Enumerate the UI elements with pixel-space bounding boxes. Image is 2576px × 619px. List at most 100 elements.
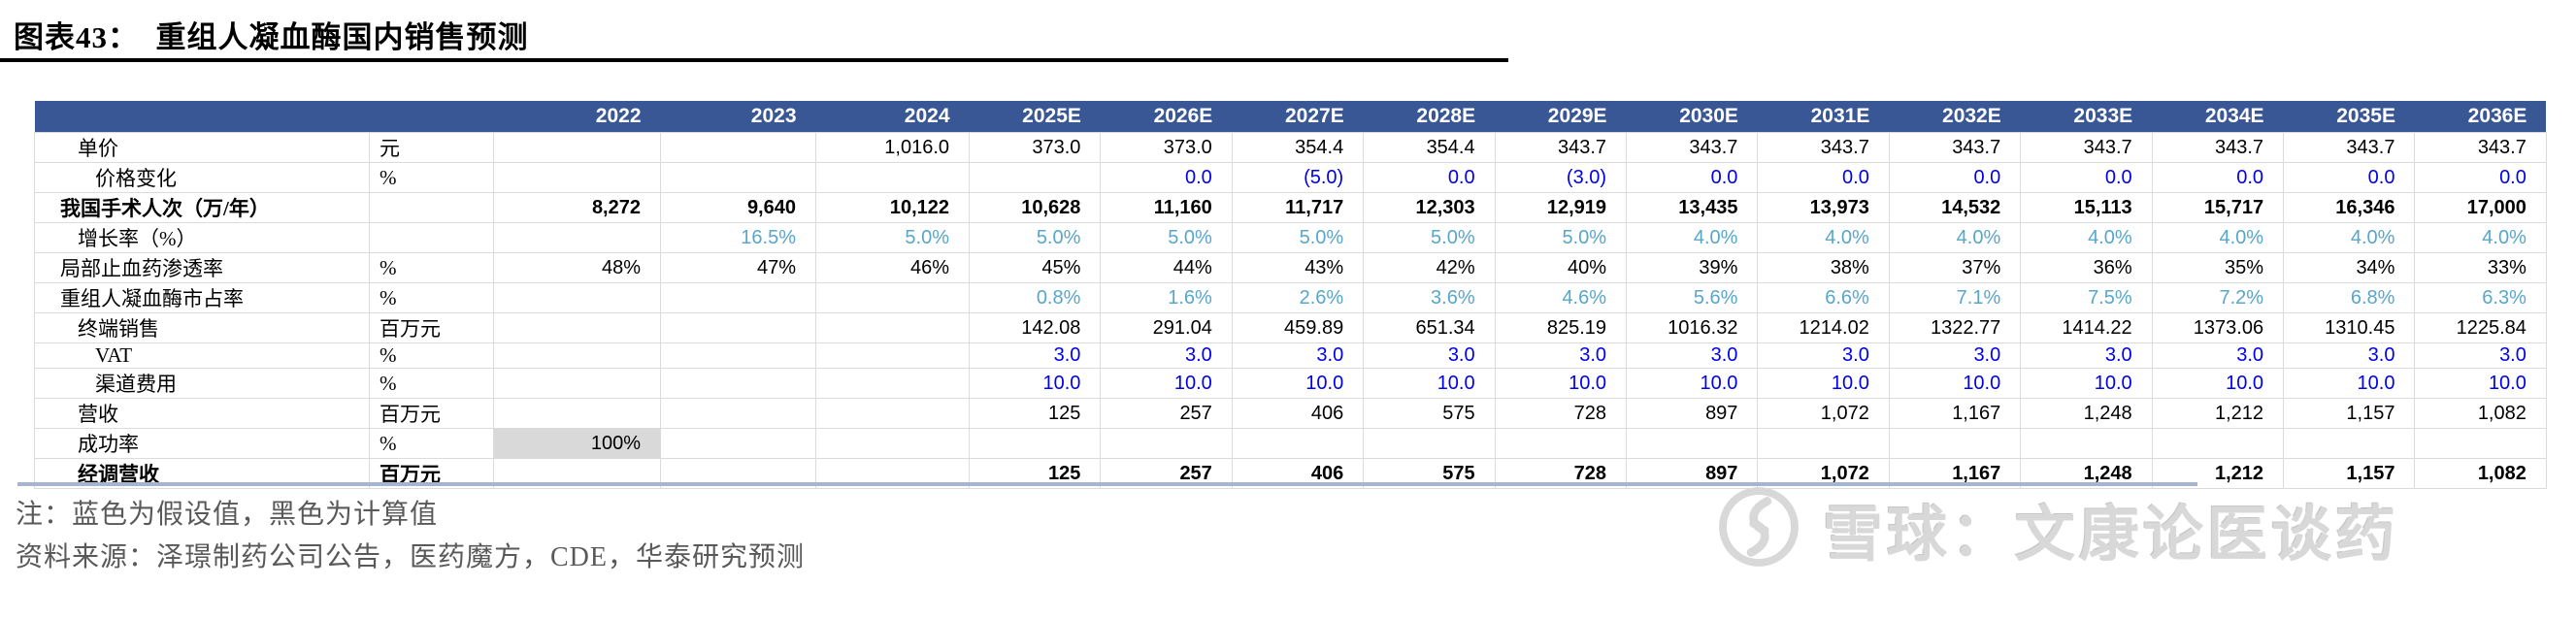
row-label: 重组人凝血酶市占率	[34, 282, 370, 313]
value-cell	[1888, 428, 2022, 459]
value-cell: 0.0	[2020, 162, 2153, 193]
value-cell: 15,113	[2020, 192, 2153, 223]
note-source: 资料来源：泽璟制药公司公告，医药魔方，CDE，华泰研究预测	[16, 542, 806, 572]
value-cell: 1225.84	[2414, 312, 2547, 343]
value-cell	[815, 342, 970, 369]
row-unit: %	[369, 428, 494, 459]
value-cell: 1,157	[2283, 458, 2416, 489]
value-cell: 4.6%	[1494, 282, 1628, 313]
row-label: 价格变化	[34, 162, 370, 193]
value-cell: 43%	[1231, 252, 1365, 283]
value-cell: 125	[968, 398, 1102, 429]
value-cell	[1231, 428, 1365, 459]
value-cell: 373.0	[1100, 132, 1233, 163]
year-column-header: 2036E	[2414, 101, 2547, 133]
value-cell	[1626, 428, 1759, 459]
value-cell: 343.7	[1757, 132, 1890, 163]
value-cell: 406	[1231, 398, 1365, 429]
value-cell: 0.0	[2414, 162, 2547, 193]
value-cell	[660, 342, 816, 369]
value-cell	[2020, 428, 2153, 459]
value-cell: 1214.02	[1757, 312, 1890, 343]
row-label: 成功率	[34, 428, 370, 459]
value-cell: 12,919	[1494, 192, 1628, 223]
value-cell: 3.0	[1888, 342, 2022, 369]
value-cell: 3.0	[2020, 342, 2153, 369]
value-cell: 10.0	[1626, 368, 1759, 399]
table-body: 单价元 1,016.0 373.0 373.0 354.4 354.4 343.7 343.7…	[34, 132, 2547, 489]
value-cell: 291.04	[1100, 312, 1233, 343]
year-column-header: 2023	[660, 101, 816, 133]
value-cell: 4.0%	[2020, 222, 2153, 253]
value-cell: 3.6%	[1363, 282, 1496, 313]
value-cell: 47%	[660, 252, 816, 283]
table-row: 渠道费用% 10.0 10.0 10.0 10.0 10.0 10.0 10.0 10.0 10.…	[34, 368, 2547, 399]
value-cell: 0.0	[2151, 162, 2285, 193]
value-cell	[815, 282, 970, 313]
row-unit: %	[369, 342, 494, 369]
value-cell: 10,122	[815, 192, 970, 223]
year-column-header: 2026E	[1100, 101, 1233, 133]
value-cell: 10.0	[2414, 368, 2547, 399]
value-cell: 1.6%	[1100, 282, 1233, 313]
value-cell	[493, 222, 661, 253]
year-column-header: 2027E	[1232, 101, 1364, 133]
row-label: VAT	[34, 342, 370, 369]
value-cell	[493, 342, 661, 369]
table-row: 我国手术人次（万/年） 8,272 9,640 10,122 10,628 11,160 1…	[34, 192, 2547, 223]
value-cell: 257	[1100, 398, 1233, 429]
table-row: 增长率（%） 16.5% 5.0% 5.0% 5.0% 5.0% 5.0% 5.0% 4.0% 4…	[34, 222, 2547, 253]
value-cell: 1,248	[2020, 398, 2153, 429]
value-cell: 373.0	[968, 132, 1102, 163]
value-cell: 1,157	[2283, 398, 2416, 429]
row-unit: %	[369, 368, 494, 399]
value-cell: 14,532	[1888, 192, 2022, 223]
table-row: 营收 百万元 125 257 406 575 728 897 1,072 1,167 1,248 1,…	[34, 398, 2547, 429]
value-cell: 6.6%	[1757, 282, 1890, 313]
value-cell: 10.0	[2151, 368, 2285, 399]
value-cell: 3.0	[2151, 342, 2285, 369]
year-column-header: 2034E	[2152, 101, 2284, 133]
value-cell: 3.0	[1626, 342, 1759, 369]
value-cell: 15,717	[2151, 192, 2285, 223]
value-cell: 0.8%	[968, 282, 1102, 313]
row-unit: %	[369, 252, 494, 283]
value-cell: 9,640	[660, 192, 816, 223]
value-cell	[493, 132, 661, 163]
value-cell: 16.5%	[660, 222, 816, 253]
value-cell: 0.0	[1757, 162, 1890, 193]
value-cell	[660, 282, 816, 313]
row-label: 局部止血药渗透率	[34, 252, 370, 283]
value-cell: 1,016.0	[815, 132, 970, 163]
value-cell: 38%	[1757, 252, 1890, 283]
value-cell: 0.0	[1626, 162, 1759, 193]
value-cell: 5.0%	[1494, 222, 1628, 253]
figure-title: 图表43： 重组人凝血酶国内销售预测	[14, 20, 529, 54]
value-cell: 7.2%	[2151, 282, 2285, 313]
value-cell	[815, 368, 970, 399]
year-column-header: 2030E	[1626, 101, 1758, 133]
value-cell: 897	[1626, 398, 1759, 429]
table-row: VAT% 3.0 3.0 3.0 3.0 3.0 3.0 3.0 3.0 3.0 3.0 3.0 3.0	[34, 342, 2547, 369]
value-cell: 1373.06	[2151, 312, 2285, 343]
value-cell: 142.08	[968, 312, 1102, 343]
value-cell	[1100, 428, 1233, 459]
value-cell: 3.0	[1231, 342, 1365, 369]
value-cell: 6.8%	[2283, 282, 2416, 313]
value-cell	[815, 428, 970, 459]
year-column-header: 2033E	[2020, 101, 2153, 133]
year-column-header: 2029E	[1495, 101, 1627, 133]
value-cell: 11,717	[1231, 192, 1365, 223]
value-cell: 1016.32	[1626, 312, 1759, 343]
row-unit: 元	[369, 132, 494, 163]
xueqiu-snowball-logo-icon	[1716, 484, 1801, 574]
value-cell: 10.0	[1100, 368, 1233, 399]
value-cell: 3.0	[968, 342, 1102, 369]
value-cell: 17,000	[2414, 192, 2547, 223]
value-cell: 44%	[1100, 252, 1233, 283]
table-row: 价格变化% 0.0 (5.0) 0.0 (3.0) 0.0 0.0 0.0 0.0 0.0 0.0 0…	[34, 162, 2547, 193]
value-cell: 1,167	[1888, 398, 2022, 429]
year-column-header: 2035E	[2283, 101, 2415, 133]
value-cell: 35%	[2151, 252, 2285, 283]
